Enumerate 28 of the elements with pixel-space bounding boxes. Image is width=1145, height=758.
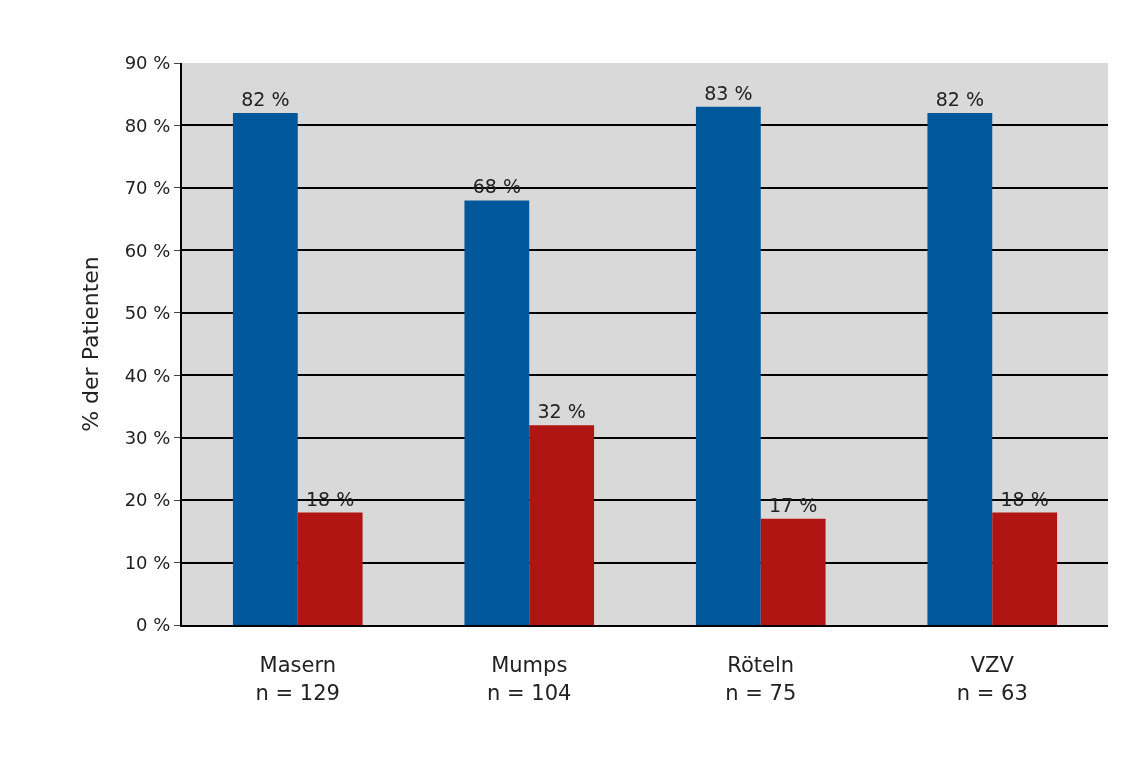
bar	[760, 518, 826, 625]
y-tick-label: 40 %	[124, 364, 171, 386]
y-axis-title: % der Patienten	[77, 256, 103, 432]
y-tick-label: 70 %	[124, 177, 171, 199]
y-tick-label: 30 %	[124, 426, 171, 448]
y-tick-label: 90 %	[124, 52, 171, 74]
bar	[992, 512, 1058, 625]
y-tick-label: 60 %	[124, 239, 171, 261]
bar	[464, 200, 530, 625]
y-tick-label: 10 %	[124, 551, 171, 573]
data-label: 17 %	[769, 493, 818, 516]
y-tick-label: 20 %	[124, 489, 171, 511]
bar	[695, 106, 761, 625]
x-tick-label: Mumps n = 104	[487, 653, 572, 705]
y-tick-label: 80 %	[124, 114, 171, 136]
bar	[927, 112, 993, 625]
y-tick-label: 50 %	[124, 302, 171, 324]
data-label: 32 %	[537, 400, 586, 423]
bar	[297, 512, 363, 625]
x-tick-label: VZV n = 63	[956, 653, 1028, 705]
x-tick-label: Masern n = 129	[255, 653, 340, 705]
x-tick-label: Röteln n = 75	[725, 653, 797, 705]
data-label: 83 %	[704, 81, 753, 104]
y-tick-label: 0 %	[136, 614, 171, 636]
bar	[232, 112, 298, 625]
data-label: 82 %	[241, 87, 290, 110]
bar	[529, 425, 595, 625]
data-label: 82 %	[935, 87, 984, 110]
